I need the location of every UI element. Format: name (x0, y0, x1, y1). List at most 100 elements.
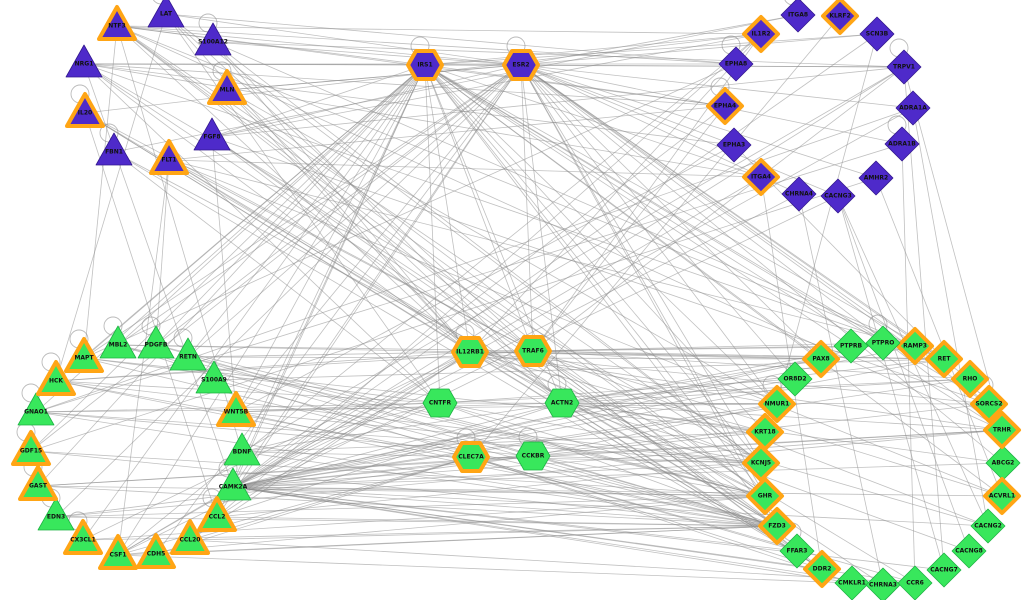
node-WNT5B[interactable] (216, 391, 256, 427)
node-GNAO1[interactable] (17, 392, 55, 426)
edge (232, 33, 878, 488)
node-CHRNA4[interactable] (781, 176, 817, 212)
node-CX3CL1[interactable] (63, 519, 103, 555)
node-ADRA1B[interactable] (884, 126, 920, 162)
node-IL1R2[interactable] (742, 15, 780, 53)
edge (165, 13, 737, 65)
node-MBL2[interactable] (99, 325, 137, 359)
node-SCN3B[interactable] (859, 16, 895, 52)
node-ITGA4[interactable] (742, 158, 780, 196)
node-CACNG3[interactable] (820, 178, 856, 214)
node-KCNJ5[interactable] (742, 444, 780, 482)
node-IL20[interactable] (65, 92, 105, 128)
node-NMUR1[interactable] (758, 385, 796, 423)
diamond-node-shape (884, 126, 920, 162)
node-PTPRB[interactable] (833, 328, 869, 364)
node-RETN[interactable] (169, 337, 207, 371)
edge (83, 25, 118, 359)
node-HCK[interactable] (36, 360, 76, 396)
node-NRG1[interactable] (65, 44, 103, 78)
node-ADRA1A[interactable] (895, 90, 931, 126)
edge (55, 13, 167, 382)
node-PDGFB[interactable] (137, 325, 175, 359)
node-CDH5[interactable] (136, 533, 176, 569)
node-ACVRL1[interactable] (983, 477, 1021, 515)
node-CCKBR[interactable] (515, 441, 551, 471)
node-TRHR[interactable] (983, 411, 1021, 449)
edge (117, 344, 472, 458)
node-ABCG2[interactable] (985, 445, 1021, 481)
edge (561, 402, 798, 552)
node-GHR[interactable] (746, 477, 784, 515)
node-PAX8[interactable] (802, 340, 840, 378)
edge (83, 63, 471, 353)
node-OR8D2[interactable] (777, 361, 813, 397)
node-AMHR2[interactable] (858, 160, 894, 196)
node-IL12RB1[interactable] (451, 336, 489, 368)
edge (232, 402, 563, 488)
node-SORCS2[interactable] (970, 385, 1008, 423)
edge (875, 177, 1003, 497)
node-ITGA8[interactable] (780, 0, 816, 33)
node-EPHA4[interactable] (706, 87, 744, 125)
node-NTF3[interactable] (97, 5, 137, 41)
edge (532, 350, 798, 552)
node-CAMK2A[interactable] (214, 467, 252, 501)
node-CMKLR1[interactable] (834, 565, 870, 600)
node-FGF8[interactable] (193, 117, 231, 151)
node-CACNG2[interactable] (970, 508, 1006, 544)
node-ESR2[interactable] (502, 49, 540, 81)
edge (241, 431, 766, 453)
node-FFAR3[interactable] (779, 533, 815, 569)
node-CSF1[interactable] (98, 534, 138, 570)
node-TRAF6[interactable] (514, 335, 552, 367)
node-CHRNA3[interactable] (865, 567, 901, 600)
node-S100A9[interactable] (195, 360, 233, 394)
node-KLRF2[interactable] (821, 0, 859, 35)
edge (424, 64, 778, 405)
node-S100A12[interactable] (194, 22, 232, 56)
node-IRS1[interactable] (406, 49, 444, 81)
edge (520, 64, 735, 146)
diamond-node-shape (718, 46, 754, 82)
node-LAT[interactable] (147, 0, 185, 28)
triangle-node-shape (17, 392, 55, 426)
edge (165, 13, 522, 66)
triangle-node-shape (18, 465, 58, 501)
edge (424, 64, 884, 344)
edge (439, 402, 762, 464)
node-DDR2[interactable] (803, 550, 841, 588)
node-TRPV1[interactable] (886, 49, 922, 85)
node-CCL2[interactable] (197, 496, 237, 532)
node-BDNF[interactable] (223, 432, 261, 466)
node-PTPRO[interactable] (865, 325, 901, 361)
node-FBN1[interactable] (95, 132, 133, 166)
node-CNTFR[interactable] (422, 388, 458, 418)
node-MAPT[interactable] (64, 337, 104, 373)
node-CCR6[interactable] (897, 565, 933, 600)
node-RAMP3[interactable] (896, 327, 934, 365)
node-FLT1[interactable] (149, 139, 189, 175)
diamond-node-shape (820, 178, 856, 214)
node-RHO[interactable] (951, 360, 989, 398)
node-RET[interactable] (925, 340, 963, 378)
node-CCL20[interactable] (170, 519, 210, 555)
node-GAST[interactable] (18, 465, 58, 501)
node-EPHA8[interactable] (718, 46, 754, 82)
edge (470, 15, 841, 458)
edge (561, 378, 971, 404)
edge (241, 451, 778, 527)
node-EDN3[interactable] (37, 497, 75, 531)
node-CLEC7A[interactable] (452, 441, 490, 473)
node-ACTN2[interactable] (544, 388, 580, 418)
triangle-node-shape (223, 432, 261, 466)
node-CACNG8[interactable] (951, 533, 987, 569)
edge (532, 66, 905, 352)
node-CACNG7[interactable] (926, 552, 962, 588)
node-EPHA3[interactable] (716, 127, 752, 163)
node-GDF15[interactable] (11, 430, 51, 466)
node-MLN[interactable] (207, 69, 247, 105)
node-FZD3[interactable] (758, 507, 796, 545)
